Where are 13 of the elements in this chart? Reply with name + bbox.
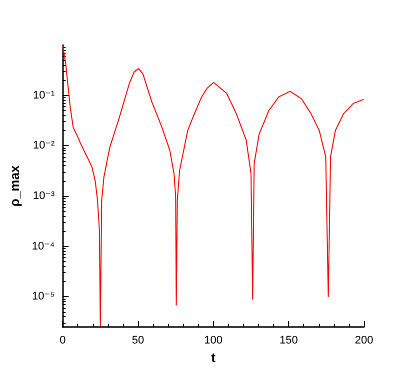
x-axis-title: t [211, 350, 216, 365]
y-tick-label: 10⁻¹ [32, 89, 55, 102]
y-axis-title: ρ_max [7, 164, 22, 207]
y-tick-label: 10⁻³ [32, 190, 55, 202]
line-series [62, 45, 364, 327]
y-tick-label: 10⁻⁵ [32, 290, 55, 303]
x-tick-label: 50 [132, 334, 144, 346]
x-tick-label: 150 [279, 334, 298, 346]
y-tick-label: 10⁻⁴ [32, 240, 55, 252]
y-tick-label: 10⁻² [32, 140, 55, 152]
x-tick-label: 100 [204, 334, 223, 346]
x-tick-label: 200 [354, 334, 374, 346]
x-tick-label: 0 [60, 334, 66, 346]
